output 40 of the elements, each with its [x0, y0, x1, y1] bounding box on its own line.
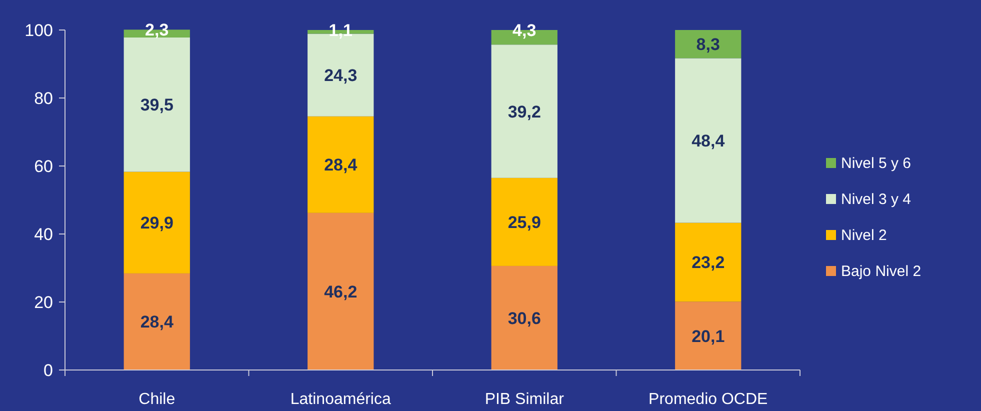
bar	[675, 58, 742, 223]
bar	[124, 273, 190, 370]
x-tick-label: Chile	[138, 391, 176, 408]
bar	[308, 212, 374, 370]
x-tick-label: Latinoamérica	[290, 391, 391, 408]
bar	[675, 302, 742, 370]
data-label: 20,1	[692, 326, 725, 346]
y-tick-label: 40	[34, 225, 53, 244]
bar	[491, 178, 558, 266]
y-tick-label: 20	[34, 293, 53, 312]
legend-label: Nivel 5 y 6	[841, 155, 912, 172]
bar	[308, 116, 374, 213]
y-tick-label: 0	[44, 361, 53, 380]
y-tick-label: 80	[34, 89, 53, 108]
legend-label: Nivel 3 y 4	[841, 191, 912, 208]
bar	[124, 172, 190, 274]
data-label: 23,2	[692, 253, 725, 272]
bar	[675, 30, 742, 58]
data-label: 8,3	[696, 35, 720, 54]
data-label: 28,4	[140, 312, 174, 332]
data-label: 29,9	[140, 214, 174, 233]
data-label: 25,9	[508, 212, 541, 232]
x-tick-label: Promedio OCDE	[648, 391, 768, 408]
data-label: 30,6	[508, 308, 541, 328]
data-label: 46,2	[324, 282, 358, 302]
bar	[491, 44, 558, 178]
bar	[675, 222, 742, 302]
data-label: 39,5	[140, 96, 174, 115]
data-label: 1,1	[328, 21, 352, 40]
data-label: 24,3	[324, 66, 358, 86]
y-tick-label: 100	[24, 21, 53, 40]
legend-label: Nivel 2	[841, 227, 887, 244]
legend-label: Bajo Nivel 2	[841, 263, 922, 280]
bar	[491, 266, 558, 370]
y-tick-label: 60	[34, 157, 53, 176]
data-label: 39,2	[508, 102, 541, 122]
data-label: 48,4	[692, 132, 726, 150]
bar	[124, 37, 190, 172]
data-label: 28,4	[324, 156, 358, 175]
x-tick-label: PIB Similar	[484, 391, 565, 408]
